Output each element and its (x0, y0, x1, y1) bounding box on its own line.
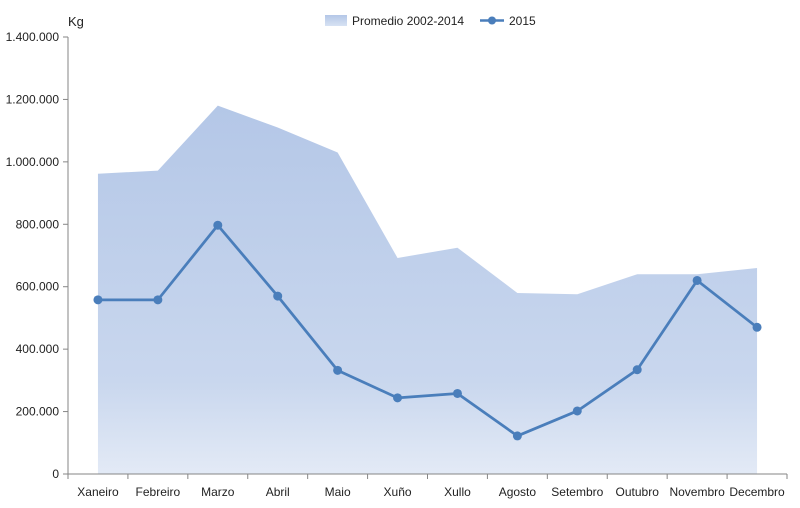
x-tick-label: Outubro (616, 485, 660, 499)
point-2015 (153, 295, 163, 305)
point-2015 (452, 388, 462, 398)
point-2015 (393, 393, 403, 403)
y-axis: 0 200.000 400.000 600.000 800.000 1.000.000 1.… (6, 30, 69, 481)
point-2015 (333, 365, 343, 375)
y-tick-label: 400.000 (16, 342, 60, 356)
x-tick-label: Setembro (551, 485, 603, 499)
y-tick-label: 1.000.000 (6, 155, 60, 169)
legend-swatch-area (325, 15, 347, 26)
x-tick-label: Xullo (444, 485, 471, 499)
line-2015 (97, 223, 758, 438)
plot-area (97, 105, 758, 475)
x-tick-label: Marzo (201, 485, 235, 499)
x-tick-label: Xaneiro (77, 485, 119, 499)
x-tick-label: Agosto (499, 485, 537, 499)
legend: Promedio 2002-2014 2015 (325, 14, 536, 28)
x-tick-label: Febreiro (136, 485, 181, 499)
legend-swatch-marker (488, 16, 496, 25)
y-tick-label: 600.000 (16, 280, 60, 294)
x-tick-label: Novembro (669, 485, 725, 499)
y-tick-label: 800.000 (16, 217, 60, 231)
y-tick-label: 1.200.000 (6, 92, 60, 106)
legend-label-line: 2015 (509, 14, 536, 28)
y-axis-unit-label: Kg (68, 14, 84, 29)
point-2015 (752, 322, 762, 332)
point-2015 (572, 406, 582, 416)
y-tick-label: 200.000 (16, 405, 60, 419)
x-axis: Xaneiro Febreiro Marzo Abril Maio Xuño Xullo Ag… (67, 473, 788, 499)
point-2015 (93, 295, 103, 305)
legend-label-area: Promedio 2002-2014 (352, 14, 464, 28)
y-tick-label: 0 (52, 467, 59, 481)
point-2015 (213, 220, 223, 230)
x-tick-label: Xuño (384, 485, 412, 499)
x-tick-label: Decembro (729, 485, 785, 499)
point-2015 (632, 365, 642, 375)
x-tick-label: Abril (266, 485, 290, 499)
series-2015 (93, 220, 762, 441)
point-2015 (692, 275, 702, 285)
point-2015 (273, 291, 283, 301)
y-tick-label: 1.400.000 (6, 30, 60, 44)
area-promedio (97, 105, 758, 475)
point-2015 (512, 431, 522, 441)
x-tick-label: Maio (325, 485, 351, 499)
